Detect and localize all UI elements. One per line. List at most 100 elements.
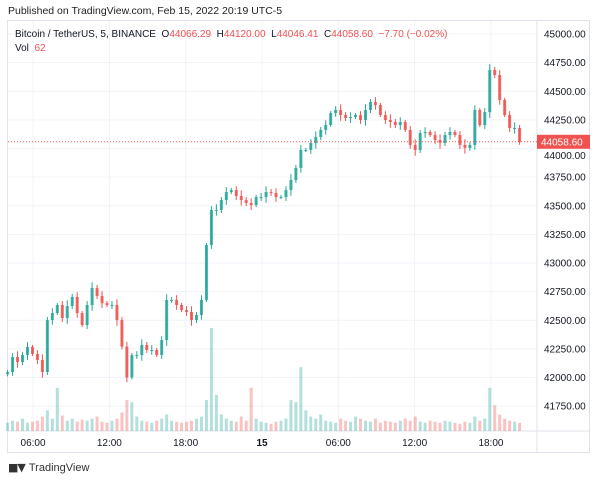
volume-bar <box>329 421 333 431</box>
candle-body <box>224 192 228 201</box>
volume-bar <box>194 418 198 431</box>
candle-body <box>70 297 74 307</box>
candle-body <box>244 200 248 204</box>
candle-body <box>433 134 437 141</box>
volume-bar <box>294 402 298 431</box>
candle-body <box>463 144 467 148</box>
volume-bar <box>498 414 502 431</box>
volume-bar <box>70 418 74 431</box>
candle-body <box>518 128 522 142</box>
candle-body <box>508 115 512 129</box>
volume-bar <box>274 421 278 431</box>
y-tick-label: 42750.00 <box>544 287 586 298</box>
volume-bar <box>388 421 392 431</box>
volume-bar <box>349 421 353 431</box>
volume-bar <box>339 418 343 431</box>
candle-body <box>458 134 462 145</box>
y-tick-label: 44250.00 <box>544 115 586 126</box>
candle-body <box>334 110 338 114</box>
volume-bar <box>219 414 223 431</box>
volume-bar <box>513 421 517 431</box>
candle-body <box>175 299 179 306</box>
volume-bar <box>209 328 213 431</box>
volume-bar <box>105 422 109 431</box>
y-tick-label: 45000.00 <box>544 30 586 41</box>
candle-body <box>378 104 382 116</box>
candle-body <box>50 313 54 321</box>
volume-bar <box>458 423 462 431</box>
volume-bar <box>239 416 243 431</box>
volume-bar <box>408 420 412 431</box>
candle-body <box>363 110 367 120</box>
candle-body <box>368 102 372 111</box>
volume-bar <box>269 423 273 431</box>
candle-body <box>219 200 223 210</box>
volume-bar <box>319 414 323 431</box>
volume-bar <box>324 420 328 431</box>
volume-bar <box>214 394 218 431</box>
volume-bar <box>264 422 268 431</box>
candle-body <box>413 144 417 150</box>
candle-body <box>274 193 278 198</box>
volume-bar <box>403 418 407 431</box>
volume-bar <box>204 400 208 431</box>
volume-bar <box>100 421 104 431</box>
y-tick-label: 43000.00 <box>544 259 586 270</box>
close-value: 44058.60 <box>331 29 373 40</box>
candle-body <box>199 299 203 315</box>
vol-value: 62 <box>34 43 46 54</box>
candle-body <box>239 196 243 201</box>
brand-name: TradingView <box>28 461 90 474</box>
volume-bar <box>368 421 372 431</box>
candle-body <box>180 305 184 311</box>
y-tick-label: 42250.00 <box>544 344 586 355</box>
chart-frame[interactable] <box>7 20 590 453</box>
candle-body <box>393 122 397 126</box>
volume-bar <box>433 421 437 431</box>
candle-body <box>105 303 109 306</box>
candle-body <box>299 149 303 168</box>
volume-bar <box>334 422 338 431</box>
candle-body <box>60 305 64 319</box>
volume-bar <box>130 402 134 431</box>
candle-body <box>100 295 104 304</box>
candle-body <box>478 110 482 126</box>
volume-bar <box>463 421 467 431</box>
candle-body <box>448 132 452 135</box>
low-value: 44046.41 <box>276 29 319 40</box>
candle-body <box>354 115 358 118</box>
volume-bar <box>120 412 124 431</box>
candle-body <box>249 203 253 206</box>
volume-bar <box>259 421 263 431</box>
x-tick-label: 06:00 <box>21 438 46 449</box>
candle-body <box>483 112 487 126</box>
volume-bar <box>175 421 179 431</box>
tradingview-logo[interactable]: ■▼ TradingView <box>8 461 89 474</box>
candle-body <box>383 115 387 120</box>
candle-body <box>259 197 263 199</box>
volume-bar <box>383 420 387 431</box>
candle-body <box>468 144 472 148</box>
symbol-label[interactable]: Bitcoin / TetherUS, 5, BINANCE <box>15 29 156 40</box>
tv-logo-icon: ■▼ <box>8 461 26 474</box>
volume-bar <box>60 415 64 431</box>
volume-bar <box>16 421 20 431</box>
candle-body <box>40 359 44 373</box>
candle-body <box>125 346 129 378</box>
candle-body <box>229 190 233 193</box>
candle-body <box>513 128 517 130</box>
candle-body <box>284 190 288 198</box>
volume-bar <box>244 420 248 431</box>
volume-bar <box>35 420 39 431</box>
volume-bar <box>398 420 402 431</box>
volume-bar <box>254 418 258 431</box>
candle-body <box>145 344 149 351</box>
candle-body <box>194 314 198 321</box>
volume-bar <box>21 418 25 431</box>
volume-bar <box>488 387 492 431</box>
volume-bar <box>354 416 358 431</box>
volume-bar <box>135 416 139 431</box>
candle-body <box>349 117 353 119</box>
close-label: C <box>323 29 332 40</box>
